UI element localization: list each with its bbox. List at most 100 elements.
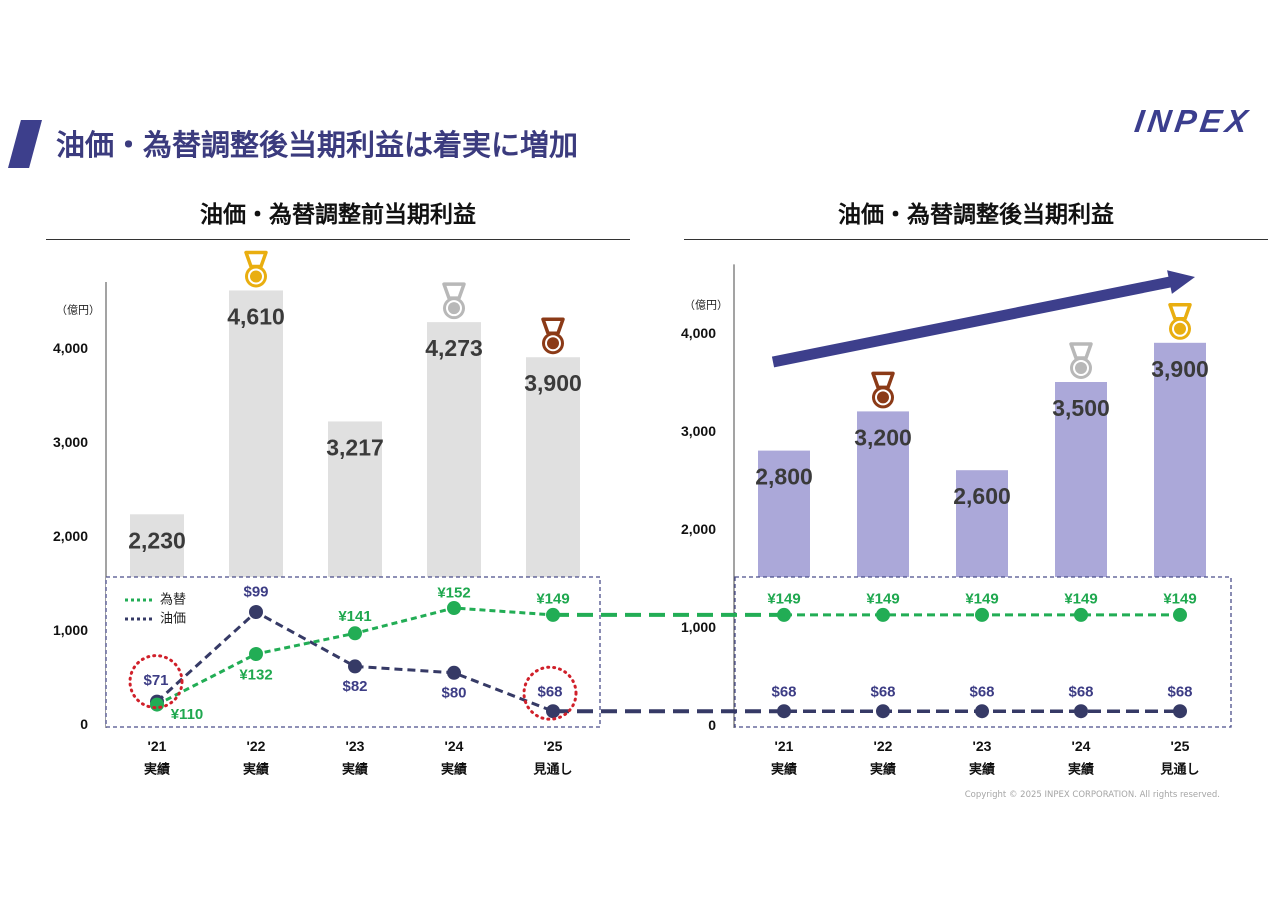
legend-label: 油価 <box>160 612 186 627</box>
left-chart-title: 油価・為替調整前当期利益 <box>200 202 476 228</box>
overlay-label-layer: $71 $99 $82 $80 $68 ¥110 ¥132 ¥141 ¥152 ¥149 $68 $6… <box>128 584 1197 723</box>
x-tick-label: '23 <box>346 738 365 754</box>
y-tick-label: 0 <box>80 716 88 732</box>
fx-point <box>150 697 164 712</box>
x-tick-sublabel: 実績 <box>243 762 269 778</box>
fx-value-label: ¥152 <box>437 585 470 602</box>
oil-point <box>1173 704 1187 719</box>
medal-ribbon <box>541 317 565 335</box>
oil-value-label: $82 <box>342 678 367 695</box>
highlight-circle <box>128 654 184 710</box>
oil-value-label: $71 <box>143 672 168 689</box>
oil-value-label: $68 <box>771 684 796 701</box>
bar-value-label: 2,800 <box>755 464 813 490</box>
bronze-medal-icon <box>871 371 895 409</box>
unit-label: （億円） <box>684 299 728 312</box>
medal-ribbon <box>244 250 268 269</box>
x-tick-sublabel: 見通し <box>532 762 572 778</box>
oil-value-label: $68 <box>1167 684 1192 701</box>
bar-value-label: 4,273 <box>425 335 483 361</box>
right-line-overlay-box <box>734 576 1232 728</box>
medal-center <box>1075 362 1087 374</box>
medal-center <box>1174 322 1186 335</box>
bar-value-label: 2,600 <box>953 483 1011 509</box>
fx-point <box>348 626 362 641</box>
right-chart-title-rule <box>684 239 1268 240</box>
fx-value-label: ¥149 <box>1163 590 1196 607</box>
highlight-circle <box>522 665 578 721</box>
trend-arrow-head <box>1167 270 1195 294</box>
medal-ribbon <box>1069 342 1093 360</box>
gold-medal-icon <box>1168 303 1192 340</box>
fx-value-label: ¥149 <box>536 590 569 607</box>
y-tick-label: 4,000 <box>53 340 88 356</box>
medal-center <box>547 337 559 350</box>
medal-ribbon <box>442 282 466 300</box>
oil-value-label: $80 <box>441 684 466 701</box>
fx-value-label: ¥149 <box>1064 590 1097 607</box>
x-tick-label: '25 <box>544 738 563 754</box>
oil-point <box>975 704 989 719</box>
y-tick-label: 0 <box>708 717 716 733</box>
oil-point <box>1074 704 1088 719</box>
x-tick-sublabel: 実績 <box>441 762 467 778</box>
medal-ribbon <box>871 371 895 390</box>
x-tick-sublabel: 実績 <box>870 762 896 778</box>
oil-value-label: $99 <box>243 584 268 601</box>
x-tick-label: '24 <box>445 738 464 754</box>
bar-value-label: 3,900 <box>1151 356 1209 382</box>
oil-value-label: $68 <box>537 684 562 701</box>
x-tick-label: '22 <box>247 738 266 754</box>
fx-point <box>1074 607 1088 622</box>
oil-value-label: $68 <box>1068 684 1093 701</box>
y-tick-label: 3,000 <box>681 423 716 439</box>
x-tick-sublabel: 実績 <box>144 762 170 778</box>
dot-layer <box>150 601 1187 719</box>
oil-line <box>155 610 554 713</box>
fx-point <box>447 601 461 615</box>
x-tick-sublabel: 実績 <box>771 762 797 778</box>
left-line-overlay-box <box>105 576 601 728</box>
x-tick-sublabel: 実績 <box>1068 762 1094 778</box>
x-tick-label: '21 <box>148 738 167 754</box>
page-title: 油価・為替調整後当期利益は着実に増加 <box>56 128 579 162</box>
x-tick-sublabel: 実績 <box>342 762 368 778</box>
left-chart-title-rule <box>46 239 630 240</box>
fx-point <box>546 607 560 622</box>
medal-center <box>250 270 262 283</box>
bar-value-label: 4,610 <box>227 303 285 329</box>
right-chart-title: 油価・為替調整後当期利益 <box>838 202 1114 228</box>
silver-medal-icon <box>1069 342 1093 379</box>
fx-value-label: ¥149 <box>965 590 998 607</box>
medal-ribbon <box>1168 303 1192 321</box>
oil-point <box>876 704 890 719</box>
y-tick-label: 3,000 <box>53 434 88 450</box>
x-tick-label: '21 <box>775 738 794 754</box>
fx-point <box>975 607 989 622</box>
y-tick-label: 1,000 <box>681 619 716 635</box>
fx-value-label: ¥132 <box>239 667 272 684</box>
unit-label: （億円） <box>56 304 100 317</box>
y-tick-label: 2,000 <box>53 528 88 544</box>
silver-medal-icon <box>442 282 466 320</box>
oil-point <box>447 665 461 680</box>
bar-value-label: 3,500 <box>1052 395 1110 421</box>
oil-point <box>777 704 791 719</box>
fx-value-label: ¥149 <box>767 590 800 607</box>
fx-point <box>876 607 890 622</box>
y-tick-label: 4,000 <box>681 325 716 341</box>
bar-value-label: 2,230 <box>128 527 186 553</box>
bar-value-label: 3,900 <box>524 370 582 396</box>
oil-point <box>546 704 560 719</box>
oil-point <box>249 605 263 619</box>
medal-center <box>448 302 460 315</box>
fx-value-label: ¥149 <box>866 590 899 607</box>
x-tick-sublabel: 見通し <box>1159 762 1199 778</box>
x-tick-label: '25 <box>1171 738 1190 754</box>
trend-arrow-shaft <box>771 276 1172 368</box>
y-tick-label: 2,000 <box>681 521 716 537</box>
oil-value-label: $68 <box>969 684 994 701</box>
fx-point <box>1173 607 1187 622</box>
fx-point <box>777 607 791 622</box>
